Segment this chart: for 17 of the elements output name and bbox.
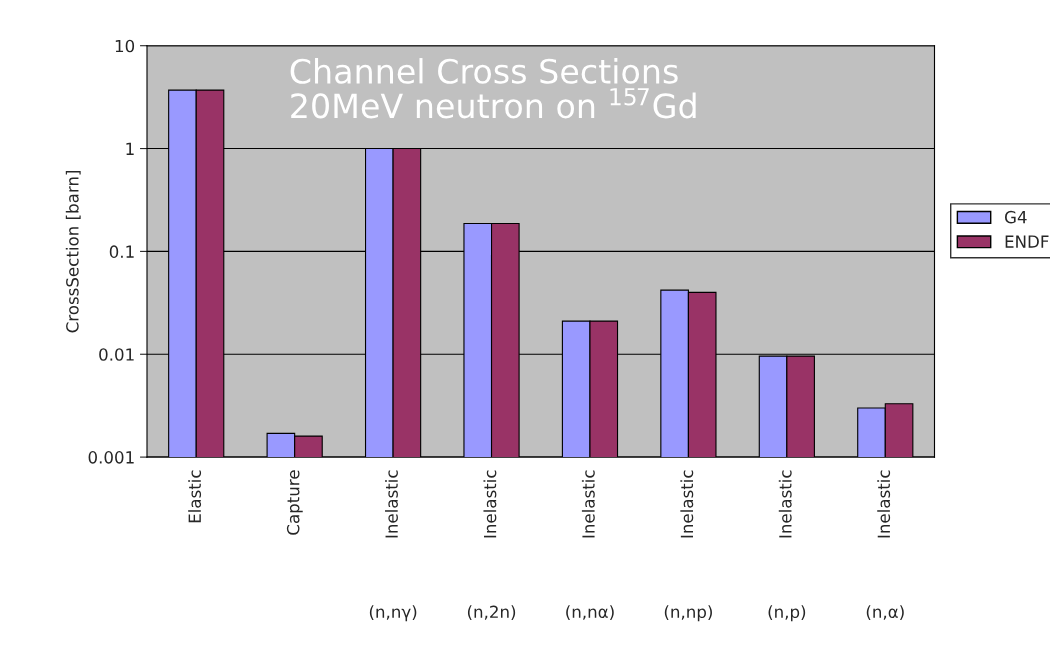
x-tick-label: Capture — [286, 470, 303, 535]
category-label: Inelastic (n,p) — [768, 470, 806, 622]
y-tick-label: 0.1 — [109, 245, 134, 258]
y-tick-label: 1 — [126, 142, 134, 155]
category-label: Inelastic (n,np) — [664, 470, 712, 622]
category-label: Inelastic (n,2n) — [467, 470, 516, 621]
legend-label: G4 — [1004, 210, 1027, 224]
y-axis-title: CrossSection [barn] — [65, 170, 81, 333]
y-tick-label: 0.001 — [88, 451, 134, 464]
category-label: Inelastic (n,α) — [866, 470, 904, 621]
category-label: Inelastic (n,nα) — [566, 470, 614, 621]
legend-label: ENDF — [1005, 235, 1049, 248]
y-tick-label: 10 — [115, 39, 135, 53]
text: Channel Cross Sections 20MeV neutron on $^{157}$Gd — [290, 58, 696, 119]
x-tick-label: Elastic — [188, 470, 202, 523]
category-label: Inelastic (n,nγ) — [369, 470, 417, 622]
y-tick-label: 0.01 — [99, 348, 134, 361]
